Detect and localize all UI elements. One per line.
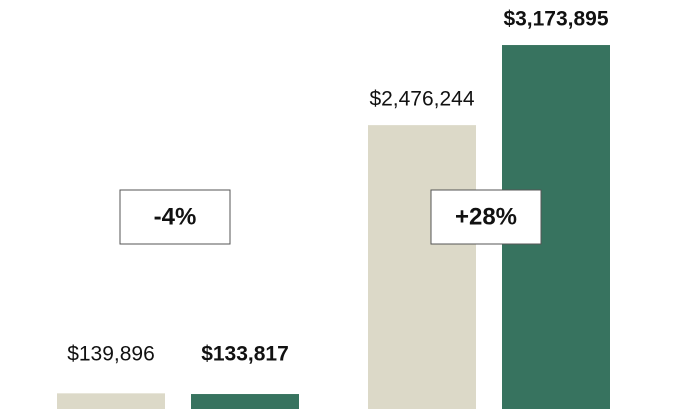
bar (191, 394, 299, 409)
annotation-box (119, 189, 231, 245)
bar (57, 393, 165, 409)
annotation-box (430, 189, 542, 245)
bar (368, 125, 476, 409)
value-label: $3,173,895 (503, 8, 608, 31)
value-label: $2,476,244 (369, 88, 474, 111)
annotation: -4% (154, 203, 197, 230)
value-label: $133,817 (201, 343, 289, 366)
value-label: $139,896 (67, 343, 155, 366)
annotation: +28% (455, 203, 517, 230)
